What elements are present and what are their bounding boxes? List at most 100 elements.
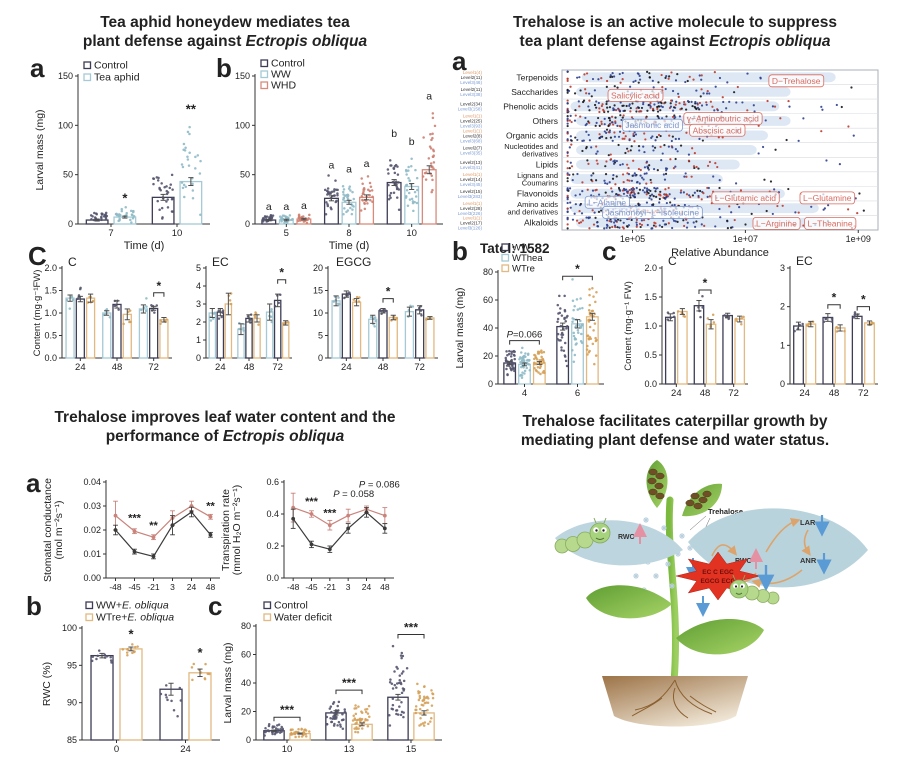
svg-text:24: 24	[180, 744, 191, 755]
svg-text:0: 0	[196, 353, 201, 363]
bl_c-svg: 0 20 40 60 80 Larval mass (mg) 10 13 15 ControlWa…	[222, 600, 442, 755]
chart-larval-mass-deficit: 0 20 40 60 80 Larval mass (mg) 10 13 15 Control Wa…	[222, 598, 450, 762]
svg-text:Level2(28): Level2(28)	[460, 206, 482, 211]
anr-label: ANR	[800, 556, 817, 565]
svg-text:24: 24	[671, 388, 682, 399]
svg-text:a: a	[346, 164, 352, 176]
svg-text:0.5: 0.5	[44, 331, 57, 341]
svg-text:48: 48	[700, 388, 711, 399]
chart-metabolite-scatter: Terpenoids Level1(4) Level2(11) Level3(46) S…	[452, 50, 900, 269]
svg-text:Level3(283): Level3(283)	[458, 194, 483, 199]
title-line1: Tea aphid honeydew mediates tea	[100, 14, 350, 31]
svg-text:L−Theanine: L−Theanine	[807, 218, 852, 228]
svg-text:1e+09: 1e+09	[846, 234, 871, 244]
svg-text:40: 40	[483, 323, 493, 333]
title-line2-species: Ectropis obliqua	[709, 33, 831, 50]
svg-text:3: 3	[780, 263, 785, 273]
svg-text:0: 0	[246, 735, 251, 745]
svg-text:WW: WW	[271, 69, 291, 81]
svg-text:***: ***	[305, 496, 319, 508]
svg-text:5: 5	[318, 331, 323, 341]
svg-text:Level2(34): Level2(34)	[460, 102, 482, 107]
svg-text:Amino acids: Amino acids	[517, 200, 558, 209]
svg-text:WTre: WTre	[512, 264, 535, 275]
svg-text:100: 100	[235, 120, 250, 130]
lar-label: LAR	[800, 518, 816, 527]
chart-content-c: 0.0 0.5 1.0 1.5 2.0 Content (mg·g⁻¹FW) C 24 48 72…	[32, 252, 180, 385]
svg-text:0.6: 0.6	[266, 477, 279, 487]
svg-text:0.0: 0.0	[644, 379, 657, 389]
svg-text:Level1(1): Level1(1)	[463, 128, 483, 133]
svg-text:48: 48	[244, 362, 255, 373]
svg-text:*: *	[861, 293, 866, 307]
svg-text:L−Glutamic acid: L−Glutamic acid	[715, 193, 776, 203]
svg-text:EC: EC	[796, 254, 813, 268]
svg-text:EC: EC	[212, 255, 229, 269]
svg-text:72: 72	[272, 362, 283, 373]
svg-text:0.2: 0.2	[266, 541, 279, 551]
svg-text:10: 10	[172, 228, 183, 239]
svg-text:24: 24	[215, 362, 226, 373]
svg-text:(mol m⁻²s⁻¹): (mol m⁻²s⁻¹)	[53, 501, 65, 560]
title-line1: Trehalose improves leaf water content an…	[54, 409, 396, 426]
svg-text:150: 150	[58, 71, 73, 81]
svg-text:P=0.066: P=0.066	[507, 330, 543, 341]
svg-text:100: 100	[58, 120, 73, 130]
svg-text:C: C	[668, 254, 677, 268]
svg-text:0.0: 0.0	[266, 573, 279, 583]
svg-text:WHD: WHD	[271, 80, 296, 92]
svg-text:Larval mass (mg): Larval mass (mg)	[34, 109, 46, 190]
svg-text:Level3(158): Level3(158)	[458, 107, 483, 112]
svg-text:a: a	[301, 200, 307, 212]
svg-text:-21: -21	[147, 582, 160, 592]
svg-text:10: 10	[313, 308, 323, 318]
svg-text:RWC (%): RWC (%)	[41, 662, 53, 706]
svg-text:Organic acids: Organic acids	[506, 130, 558, 140]
orange-arrow-1	[711, 544, 738, 557]
svg-text:L−Glutamine: L−Glutamine	[803, 193, 852, 203]
total-metabolites-label: Tatol: 1582	[480, 241, 550, 256]
svg-text:Level2(8): Level2(8)	[463, 133, 483, 138]
trehalose-label: Trehalose	[708, 507, 743, 516]
chart-larval-mass-aphid: 0 50 100 150 Larval mass (mg) 7 10 Time (d) Cont…	[30, 52, 235, 259]
svg-text:Saccharides: Saccharides	[511, 87, 558, 97]
orange-arrow-3	[801, 529, 811, 556]
aphid-cluster-right	[685, 490, 712, 510]
svg-text:L−Arginine: L−Arginine	[756, 218, 797, 228]
svg-text:Abscisic acid: Abscisic acid	[693, 125, 742, 135]
orange-arrow-2	[765, 517, 801, 553]
svg-text:10: 10	[282, 744, 293, 755]
svg-text:Transpiration rate: Transpiration rate	[220, 489, 232, 571]
svg-text:Level3(35): Level3(35)	[460, 150, 482, 155]
svg-text:24: 24	[362, 582, 372, 592]
svg-text:5: 5	[196, 263, 201, 273]
svg-text:-45: -45	[128, 582, 141, 592]
svg-text:Level2(17): Level2(17)	[460, 221, 482, 226]
svg-text:72: 72	[148, 362, 159, 373]
title-line1: Trehalose is an active molecule to suppr…	[513, 14, 837, 31]
svg-text:Level3(68): Level3(68)	[460, 138, 482, 143]
svg-text:3: 3	[170, 582, 175, 592]
svg-text:EGCG: EGCG	[336, 255, 371, 269]
green-leaf-right	[676, 618, 764, 655]
svg-text:6: 6	[575, 388, 580, 399]
svg-text:2.0: 2.0	[644, 263, 657, 273]
plant-stem	[665, 496, 679, 686]
panel-letter-bl-b: b	[26, 591, 42, 621]
svg-text:WW+E. obliqua: WW+E. obliqua	[96, 600, 169, 612]
svg-text:13: 13	[344, 744, 355, 755]
svg-text:60: 60	[483, 295, 493, 305]
rwc-left-label: RWC	[618, 534, 635, 541]
title-line2-prefix: tea plant defense against	[519, 33, 710, 50]
chart-larval-mass-ww-whd: 0 50 100 150 5 8 10 Time (d) Control WW WHD a a a a a a b…	[215, 52, 450, 259]
svg-text:WW: WW	[512, 243, 530, 254]
svg-text:WThea: WThea	[512, 253, 543, 264]
svg-text:WTre+E. obliqua: WTre+E. obliqua	[96, 612, 174, 624]
svg-text:8: 8	[346, 228, 351, 239]
svg-text:100: 100	[62, 623, 77, 633]
svg-text:0: 0	[245, 219, 250, 229]
svg-text:Water deficit: Water deficit	[274, 612, 332, 624]
svg-text:Level3(126): Level3(126)	[458, 226, 483, 231]
svg-text:derivatives: derivatives	[522, 150, 558, 159]
